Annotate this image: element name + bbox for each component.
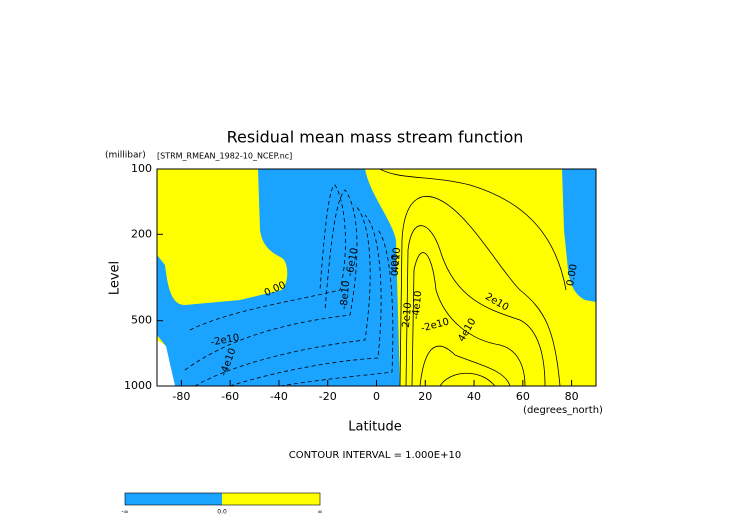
x-tick-label: -20 <box>319 390 337 403</box>
contour-label: 0.00 <box>565 263 580 287</box>
negative-region <box>562 169 596 302</box>
contour-line <box>189 184 346 331</box>
negative-region <box>157 169 400 386</box>
colorbar-positive <box>222 493 320 505</box>
contour-label: -4e10 <box>411 290 424 320</box>
y-axis-label: Level <box>108 261 123 295</box>
contour-line <box>194 204 371 387</box>
x-tick-label: 40 <box>467 390 481 403</box>
x-tick-label: 20 <box>418 390 432 403</box>
x-unit: (degrees_north) <box>523 405 603 416</box>
y-unit: (millibar) <box>105 151 146 161</box>
contour-line <box>439 372 496 387</box>
contour-label: 0.00 <box>390 254 401 276</box>
contour-label: -2e10 <box>210 333 240 349</box>
contour-interval: CONTOUR INTERVAL = 1.000E+10 <box>289 450 461 461</box>
colorbar-label: -∞ <box>121 509 128 516</box>
x-tick-label: -60 <box>221 390 239 403</box>
contour-line <box>279 229 394 387</box>
contour-label: 2e10 <box>401 302 414 328</box>
colorbar-label: 0.0 <box>217 509 227 516</box>
y-tick-label: 500 <box>131 314 152 327</box>
x-tick-label: 60 <box>516 390 530 403</box>
x-tick-label: 0 <box>373 390 380 403</box>
plot-field <box>157 168 596 387</box>
contour-label: -8e10 <box>339 280 352 310</box>
chart-title: Residual mean mass stream function <box>227 128 524 147</box>
x-tick-label: -80 <box>172 390 190 403</box>
contour-line <box>419 345 511 387</box>
y-tick-label: 200 <box>131 227 152 240</box>
subtitle: [STRM_RMEAN_1982-10_NCEP.nc] <box>157 152 292 161</box>
contour-line <box>379 168 567 291</box>
contour-line <box>399 196 561 387</box>
y-tick-label: 100 <box>131 162 152 175</box>
y-tick-label: 1000 <box>124 379 152 392</box>
colorbar-label: ∞ <box>318 509 323 516</box>
contour-line <box>411 252 526 387</box>
contour-line <box>229 214 382 387</box>
contour-label: -6e10 <box>345 247 361 277</box>
colorbar-negative <box>125 493 222 505</box>
missing-region <box>157 340 175 386</box>
contour-line <box>184 189 358 371</box>
contour-label: 4e10 <box>390 247 403 273</box>
contour-line <box>405 225 546 387</box>
colorbar-frame <box>124 492 321 506</box>
x-tick-label: 80 <box>565 390 579 403</box>
x-axis-label: Latitude <box>348 420 402 435</box>
x-tick-label: -40 <box>270 390 288 403</box>
